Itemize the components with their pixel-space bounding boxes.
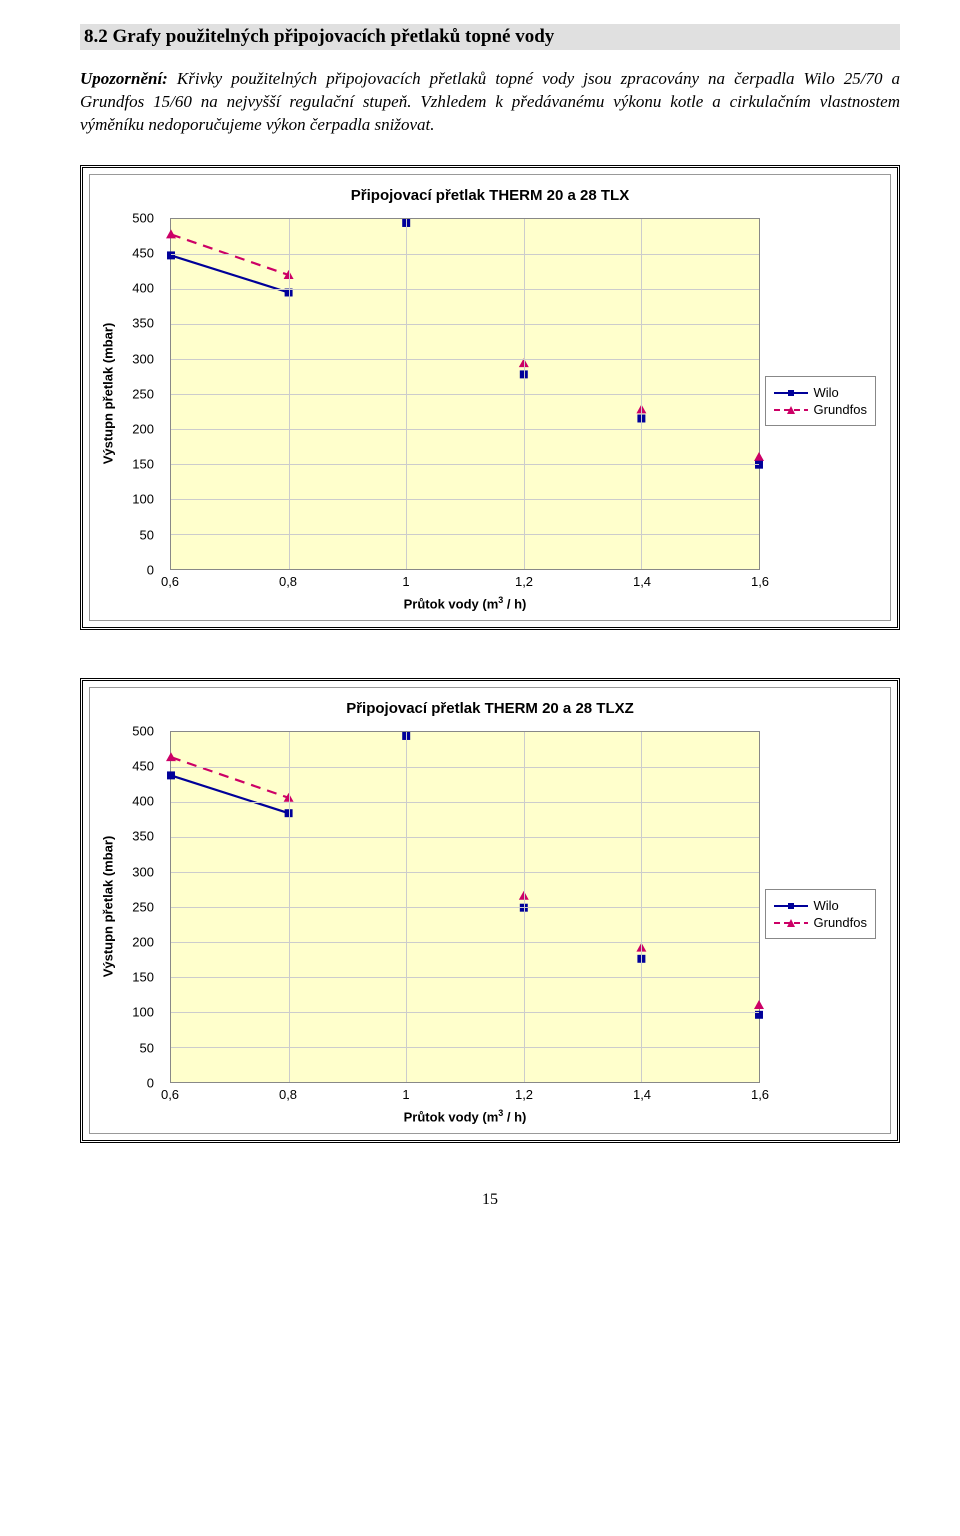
xtick: 0,6: [161, 1087, 179, 1102]
chart-2-yticks: 050100150200250300350400450500: [100, 731, 160, 1083]
xtick: 1: [402, 574, 409, 589]
ytick: 350: [132, 829, 154, 844]
ytick: 400: [132, 281, 154, 296]
ytick: 300: [132, 864, 154, 879]
chart-1-plot: [170, 218, 760, 570]
chart-1-xlabel: Průtok vody (m3 / h): [170, 595, 760, 611]
ytick: 100: [132, 492, 154, 507]
ytick: 50: [140, 1040, 154, 1055]
xtick: 1: [402, 1087, 409, 1102]
legend-wilo: Wilo: [774, 385, 867, 400]
para-text: Křivky použitelných připojovacích přetla…: [80, 69, 900, 134]
chart-1-legend: Wilo Grundfos: [765, 376, 876, 426]
chart-2-legend: Wilo Grundfos: [765, 889, 876, 939]
xtick: 0,8: [279, 1087, 297, 1102]
ytick: 300: [132, 351, 154, 366]
xtick: 1,6: [751, 1087, 769, 1102]
xtick: 1,4: [633, 574, 651, 589]
ytick: 500: [132, 210, 154, 225]
ytick: 0: [147, 1075, 154, 1090]
xtick: 1,2: [515, 574, 533, 589]
xtick: 1,6: [751, 574, 769, 589]
xtick: 0,8: [279, 574, 297, 589]
ytick: 450: [132, 759, 154, 774]
ytick: 500: [132, 723, 154, 738]
ytick: 50: [140, 527, 154, 542]
chart-2-xticks: 0,60,811,21,41,6: [170, 1087, 760, 1103]
ytick: 200: [132, 935, 154, 950]
chart-2-plot: [170, 731, 760, 1083]
xtick: 0,6: [161, 574, 179, 589]
intro-paragraph: Upozornění: Křivky použitelných připojov…: [80, 68, 900, 137]
chart-1-yticks: 050100150200250300350400450500: [100, 218, 160, 570]
xtick: 1,2: [515, 1087, 533, 1102]
chart-2-body: Výstupn přetlak (mbar) 05010015020025030…: [100, 731, 880, 1127]
chart-2-xlabel: Průtok vody (m3 / h): [170, 1108, 760, 1124]
ytick: 100: [132, 1005, 154, 1020]
chart-1-body: Výstupn přetlak (mbar) 05010015020025030…: [100, 218, 880, 614]
ytick: 400: [132, 794, 154, 809]
legend-grundfos: Grundfos: [774, 402, 867, 417]
legend-wilo: Wilo: [774, 898, 867, 913]
ytick: 200: [132, 422, 154, 437]
ytick: 250: [132, 386, 154, 401]
chart-1-xticks: 0,60,811,21,41,6: [170, 574, 760, 590]
ytick: 350: [132, 316, 154, 331]
legend-grundfos: Grundfos: [774, 915, 867, 930]
chart-1-frame: Připojovací přetlak THERM 20 a 28 TLX Vý…: [80, 165, 900, 630]
ytick: 250: [132, 899, 154, 914]
section-title: 8.2 Grafy použitelných připojovacích pře…: [80, 24, 900, 50]
chart-2-frame: Připojovací přetlak THERM 20 a 28 TLXZ V…: [80, 678, 900, 1143]
ytick: 150: [132, 457, 154, 472]
xtick: 1,4: [633, 1087, 651, 1102]
ytick: 450: [132, 246, 154, 261]
para-bold: Upozornění:: [80, 69, 168, 88]
ytick: 150: [132, 970, 154, 985]
chart-2-title: Připojovací přetlak THERM 20 a 28 TLXZ: [100, 700, 880, 717]
page-number: 15: [80, 1191, 900, 1209]
ytick: 0: [147, 562, 154, 577]
chart-1-title: Připojovací přetlak THERM 20 a 28 TLX: [100, 187, 880, 204]
